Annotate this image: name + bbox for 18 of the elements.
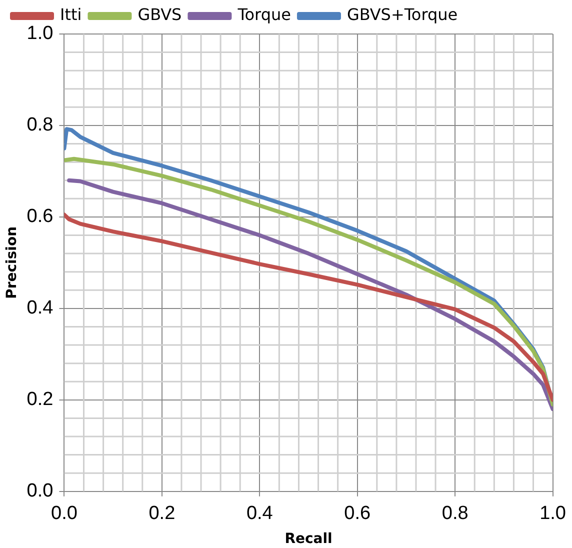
- legend-label: Torque: [236, 5, 291, 24]
- x-tick-label: 1.0: [540, 503, 566, 524]
- y-tick-label: 0.4: [26, 298, 54, 319]
- x-tick-label: 0.2: [148, 503, 176, 524]
- legend-label: Itti: [60, 5, 82, 24]
- y-tick-label: 0.6: [26, 206, 54, 228]
- x-tick-label: 0.8: [442, 503, 468, 524]
- y-axis-title: Precision: [4, 226, 20, 299]
- x-tick-label: 0.4: [246, 503, 274, 524]
- x-tick-label: 0.0: [51, 503, 78, 524]
- y-tick-label: 1.0: [26, 23, 54, 44]
- legend-label: GBVS+Torque: [346, 5, 458, 24]
- legend-label: GBVS: [138, 5, 182, 24]
- y-tick-label: 0.8: [26, 114, 54, 136]
- y-tick-label: 0.2: [26, 389, 54, 410]
- x-axis-title: Recall: [284, 531, 332, 548]
- x-tick-label: 0.6: [344, 503, 371, 524]
- y-tick-label: 0.0: [26, 480, 54, 502]
